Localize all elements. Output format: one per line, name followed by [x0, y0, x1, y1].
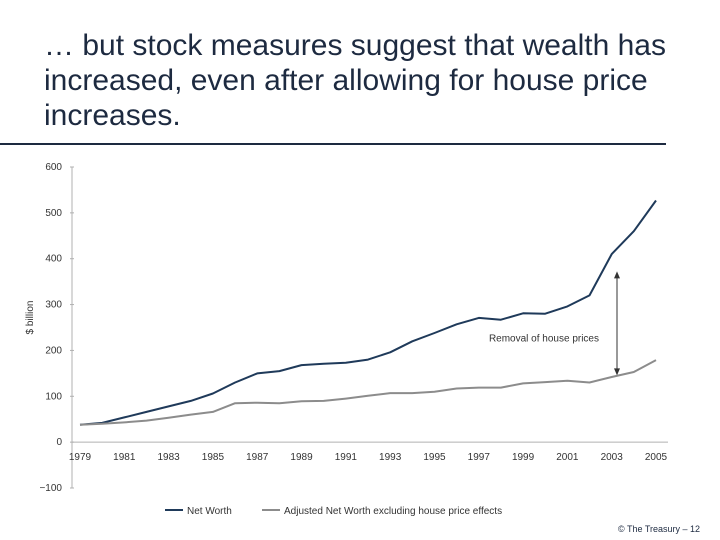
series-line-net-worth [80, 201, 656, 425]
series-lines [80, 201, 656, 425]
x-tick-label: 1999 [512, 452, 535, 463]
legend-label: Adjusted Net Worth excluding house price… [284, 506, 502, 517]
y-tick-label: 100 [45, 391, 62, 402]
y-tick-label: −100 [39, 483, 62, 494]
legend-label: Net Worth [187, 506, 232, 517]
x-tick-label: 2005 [645, 452, 668, 463]
x-tick-label: 1983 [157, 452, 180, 463]
chart-annotation: Removal of house prices [489, 271, 620, 375]
x-tick-label: 2003 [601, 452, 624, 463]
x-tick-label: 2001 [556, 452, 579, 463]
y-axis-title: $ billion [25, 301, 36, 335]
y-tick-label: 500 [45, 208, 62, 219]
x-tick-label: 1989 [290, 452, 313, 463]
slide-title: … but stock measures suggest that wealth… [44, 28, 694, 133]
x-tick-label: 1981 [113, 452, 136, 463]
chart-legend: Net Worth Adjusted Net Worth excluding ho… [165, 506, 502, 517]
y-tick-label: 400 [45, 254, 62, 265]
x-tick-label: 1987 [246, 452, 269, 463]
x-tick-labels: 1979 1981 1983 1985 1987 1989 1991 1993 1995 1997… [69, 452, 668, 463]
x-tick-label: 1993 [379, 452, 402, 463]
copyright-footer: © The Treasury – 12 [618, 524, 700, 534]
y-tick-label: 0 [56, 437, 62, 448]
x-tick-label: 1997 [468, 452, 491, 463]
y-tick-label: 600 [45, 162, 62, 173]
x-tick-label: 1995 [423, 452, 446, 463]
y-tick-labels: −100 0 100 200 300 400 500 600 [39, 162, 74, 494]
x-tick-label: 1985 [202, 452, 225, 463]
y-tick-label: 200 [45, 345, 62, 356]
annotation-text: Removal of house prices [489, 333, 599, 344]
line-chart: −100 0 100 200 300 400 500 600 1979 1981 1983 1985… [0, 150, 720, 530]
title-divider [0, 143, 666, 145]
series-line-adjusted-net-worth [80, 360, 656, 425]
x-tick-label: 1979 [69, 452, 92, 463]
x-tick-label: 1991 [335, 452, 358, 463]
y-tick-label: 300 [45, 300, 62, 311]
annotation-arrowhead-up [614, 271, 620, 278]
chart-axes [72, 167, 668, 488]
